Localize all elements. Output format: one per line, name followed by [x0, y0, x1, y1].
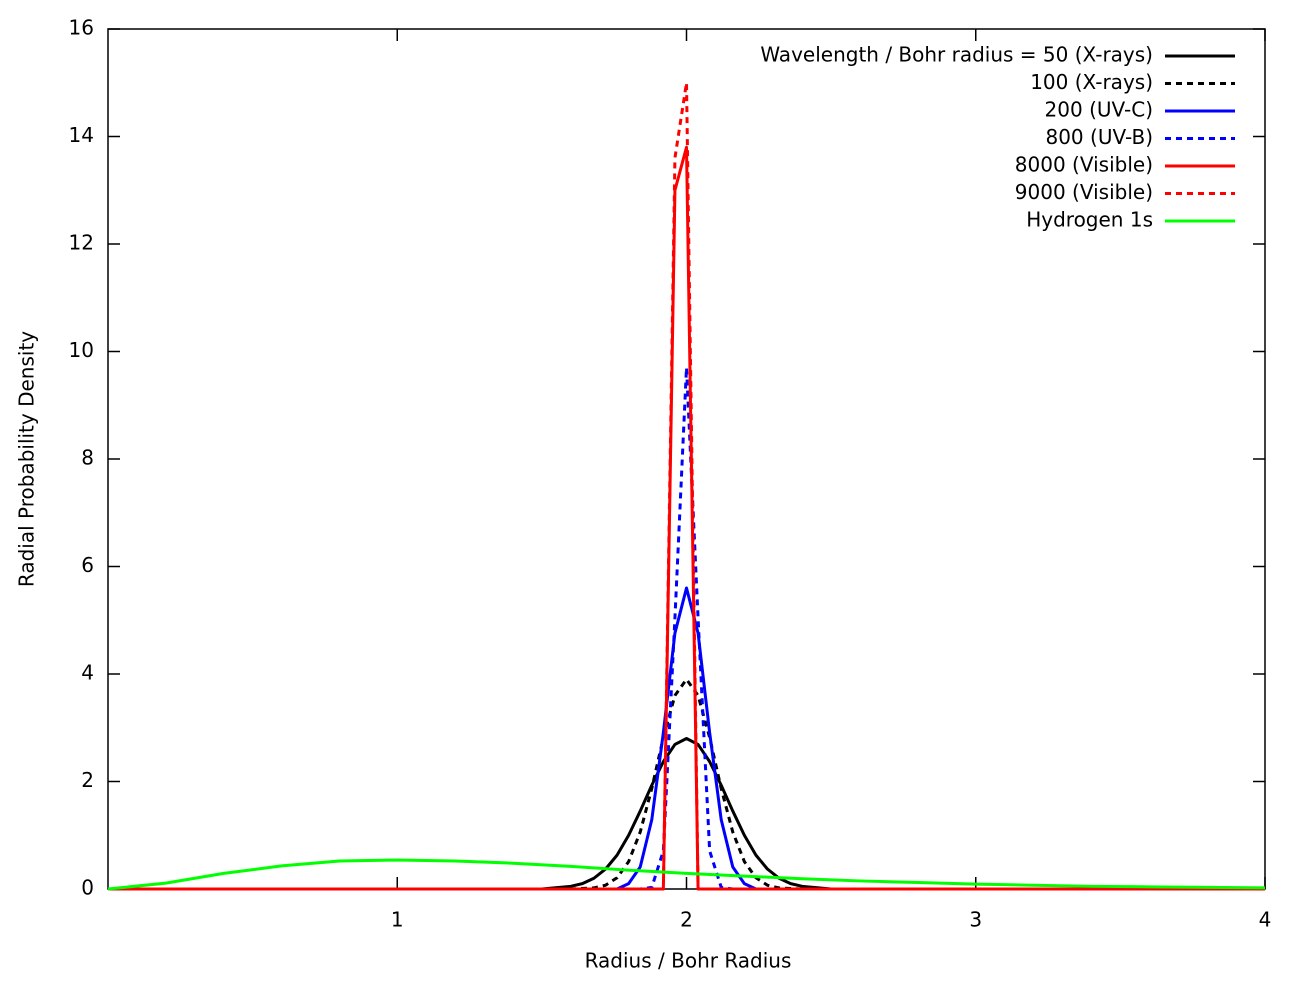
y-tick-label: 12: [69, 231, 94, 255]
series-line: [108, 366, 1265, 891]
series-line: [108, 586, 1265, 891]
legend-label: 100 (X-rays): [1030, 70, 1153, 94]
y-tick-label: 14: [69, 123, 94, 147]
y-tick-label: 2: [81, 768, 94, 792]
x-tick-label: 2: [680, 908, 693, 932]
y-axis-label: Radial Probability Density: [15, 331, 39, 587]
y-tick-label: 16: [69, 16, 94, 40]
legend-label: 800 (UV-B): [1045, 125, 1153, 149]
legend-label: 200 (UV-C): [1045, 98, 1153, 122]
y-tick-label: 0: [81, 876, 94, 900]
x-axis-label: Radius / Bohr Radius: [585, 949, 792, 973]
x-tick-label: 4: [1259, 908, 1272, 932]
legend-label: Hydrogen 1s: [1026, 208, 1153, 232]
y-tick-label: 8: [81, 446, 94, 470]
series-line: [108, 81, 1265, 891]
legend-label: 9000 (Visible): [1015, 180, 1153, 204]
x-tick-label: 1: [391, 908, 404, 932]
series-line: [108, 145, 1265, 891]
legend-label: Wavelength / Bohr radius = 50 (X-rays): [760, 43, 1153, 67]
legend-label: 8000 (Visible): [1015, 153, 1153, 177]
series-line: [108, 677, 1265, 891]
y-tick-label: 6: [81, 553, 94, 577]
x-tick-label: 3: [969, 908, 982, 932]
series-line: [107, 858, 1266, 891]
y-tick-label: 4: [81, 661, 94, 685]
y-tick-label: 10: [69, 338, 94, 362]
